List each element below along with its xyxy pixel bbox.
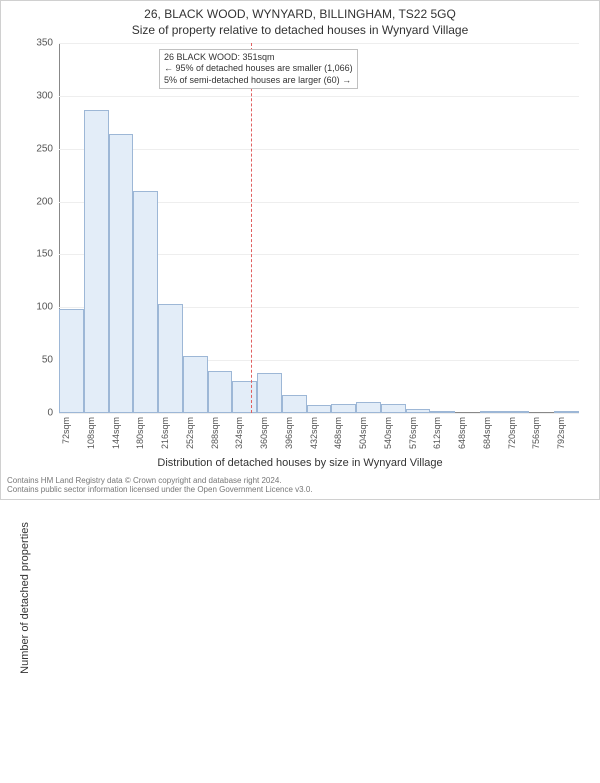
annotation-box: 26 BLACK WOOD: 351sqm← 95% of detached h…: [159, 49, 358, 89]
x-tick-label: 216sqm: [160, 417, 170, 449]
histogram-bar: [133, 191, 158, 413]
y-tick-label: 350: [36, 38, 53, 49]
x-tick-label: 756sqm: [531, 417, 541, 449]
x-tick-label: 360sqm: [259, 417, 269, 449]
footnote: Contains HM Land Registry data © Crown c…: [7, 476, 313, 495]
histogram-bar: [183, 356, 208, 413]
annotation-line3: 5% of semi-detached houses are larger (6…: [164, 75, 351, 85]
x-tick-label: 432sqm: [309, 417, 319, 449]
y-tick-label: 200: [36, 196, 53, 207]
chart-title-main: 26, BLACK WOOD, WYNYARD, BILLINGHAM, TS2…: [1, 7, 599, 21]
histogram-bar: [480, 411, 505, 413]
plot-area: 05010015020025030035072sqm108sqm144sqm18…: [59, 43, 579, 413]
x-tick-label: 504sqm: [358, 417, 368, 449]
y-tick-label: 300: [36, 90, 53, 101]
chart-container: 26, BLACK WOOD, WYNYARD, BILLINGHAM, TS2…: [0, 0, 600, 500]
histogram-bar: [554, 411, 579, 413]
x-tick-label: 180sqm: [135, 417, 145, 449]
reference-line: [251, 43, 252, 413]
x-tick-label: 252sqm: [185, 417, 195, 449]
histogram-bar: [208, 371, 233, 413]
x-tick-label: 396sqm: [284, 417, 294, 449]
chart-title-sub: Size of property relative to detached ho…: [1, 23, 599, 37]
x-tick-label: 108sqm: [86, 417, 96, 449]
histogram-bar: [381, 404, 406, 414]
y-tick-label: 250: [36, 143, 53, 154]
histogram-bar: [257, 373, 282, 413]
y-tick-label: 0: [47, 408, 53, 419]
y-tick-label: 150: [36, 249, 53, 260]
histogram-bar: [356, 402, 381, 413]
histogram-bar: [158, 304, 183, 413]
gridline: [59, 43, 579, 44]
x-tick-label: 288sqm: [210, 417, 220, 449]
annotation-line2: ← 95% of detached houses are smaller (1,…: [164, 63, 353, 73]
x-tick-label: 612sqm: [432, 417, 442, 449]
x-tick-label: 72sqm: [61, 417, 71, 444]
y-tick-label: 100: [36, 302, 53, 313]
footnote-line1: Contains HM Land Registry data © Crown c…: [7, 476, 282, 485]
histogram-bar: [84, 110, 109, 413]
histogram-bar: [59, 309, 84, 413]
histogram-bar: [282, 395, 307, 413]
histogram-bar: [505, 411, 530, 413]
gridline: [59, 149, 579, 150]
x-tick-label: 792sqm: [556, 417, 566, 449]
x-tick-label: 540sqm: [383, 417, 393, 449]
x-tick-label: 720sqm: [507, 417, 517, 449]
histogram-bar: [232, 381, 257, 413]
annotation-line1: 26 BLACK WOOD: 351sqm: [164, 52, 275, 62]
y-tick-label: 50: [42, 355, 53, 366]
x-tick-label: 576sqm: [408, 417, 418, 449]
histogram-bar: [406, 409, 431, 413]
gridline: [59, 96, 579, 97]
x-tick-label: 684sqm: [482, 417, 492, 449]
x-tick-label: 648sqm: [457, 417, 467, 449]
x-tick-label: 468sqm: [333, 417, 343, 449]
histogram-bar: [307, 405, 332, 413]
x-tick-label: 324sqm: [234, 417, 244, 449]
x-tick-label: 144sqm: [111, 417, 121, 449]
histogram-bar: [331, 404, 356, 414]
footnote-line2: Contains public sector information licen…: [7, 485, 313, 494]
gridline: [59, 413, 579, 414]
histogram-bar: [109, 134, 134, 413]
x-axis-label: Distribution of detached houses by size …: [1, 457, 599, 469]
histogram-bar: [430, 411, 455, 413]
